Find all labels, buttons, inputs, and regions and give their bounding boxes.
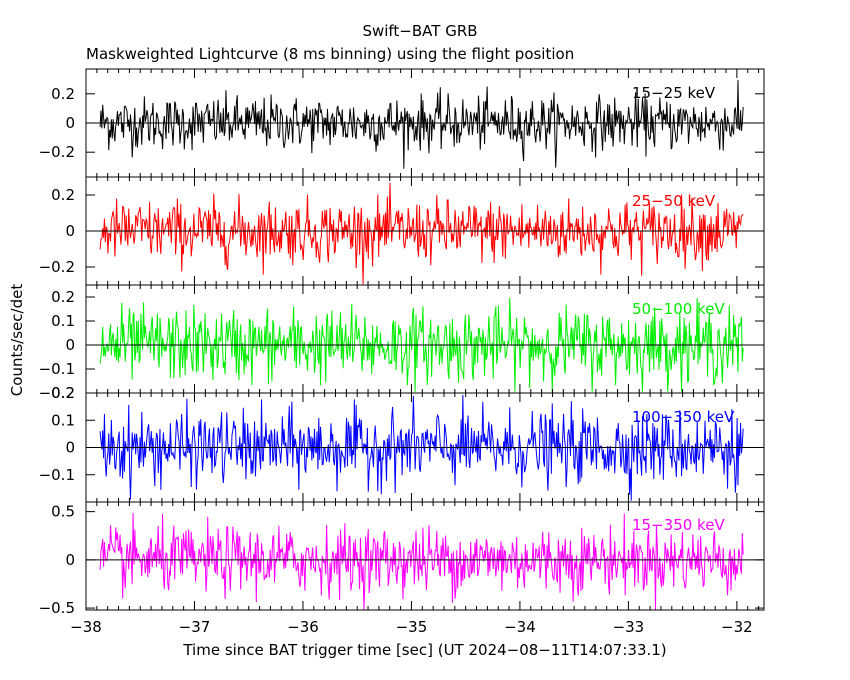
y-tick-label: −0.1 [39,466,75,484]
x-tick-label: −34 [504,618,536,636]
legend-label-4: 100−350 keV [632,408,735,426]
chart-subtitle: Maskweighted Lightcurve (8 ms binning) u… [86,45,574,63]
y-tick-label: 0 [65,551,75,569]
chart-title: Swift−BAT GRB [362,22,477,40]
x-tick-label: −36 [287,618,319,636]
y-tick-label: −0.1 [39,360,75,378]
x-axis-label: Time since BAT trigger time [sec] (UT 20… [182,641,666,659]
panel-frame [85,501,765,611]
x-tick-label: −35 [396,618,428,636]
panel-4: −0.1 0 0.1 0.2 100−350 keV [39,384,765,503]
lightcurve-series-2 [99,182,744,285]
x-tick-label: −38 [70,618,102,636]
y-tick-label: 0.2 [51,384,75,402]
lightcurve-series-1 [99,79,744,169]
panel-5: −0.5 0 0.5 15−350 keV [39,501,765,617]
panel-1: −0.2 0 0.2 15−25 keV [39,68,765,178]
y-tick-label: 0.2 [51,186,75,204]
panel-2: −0.2 0 0.2 25−50 keV [39,176,765,286]
legend-label-1: 15−25 keV [632,84,716,102]
y-tick-label: 0.2 [51,288,75,306]
y-tick-label: −0.2 [39,384,75,402]
x-tick-label: −33 [613,618,645,636]
x-tick-label: −32 [721,618,753,636]
lightcurve-series-4 [99,394,744,501]
y-tick-label: 0 [65,114,75,132]
lightcurve-series-3 [99,297,744,392]
legend-label-3: 50−100 keV [632,300,725,318]
y-tick-label: −0.5 [39,599,75,617]
panel-3: −0.2 −0.1 0 0.1 0.2 50−100 keV [39,284,765,402]
y-tick-label: −0.2 [39,143,75,161]
y-tick-label: 0.2 [51,85,75,103]
y-tick-label: 0 [65,222,75,240]
panel-stack: −0.200.2 15−25 keV−0.200.2 25−50 keV−0.2−0… [39,68,765,636]
y-axis-label: Counts/sec/det [8,284,26,397]
x-tick-label: −37 [179,618,211,636]
legend-label-5: 15−350 keV [632,516,725,534]
y-tick-label: −0.2 [39,258,75,276]
y-tick-label: 0.1 [51,411,75,429]
y-tick-label: 0.1 [51,312,75,330]
y-tick-label: 0 [65,439,75,457]
legend-label-2: 25−50 keV [632,192,716,210]
y-tick-label: 0 [65,336,75,354]
lightcurve-series-5 [99,513,744,610]
y-tick-label: 0.5 [51,503,75,521]
